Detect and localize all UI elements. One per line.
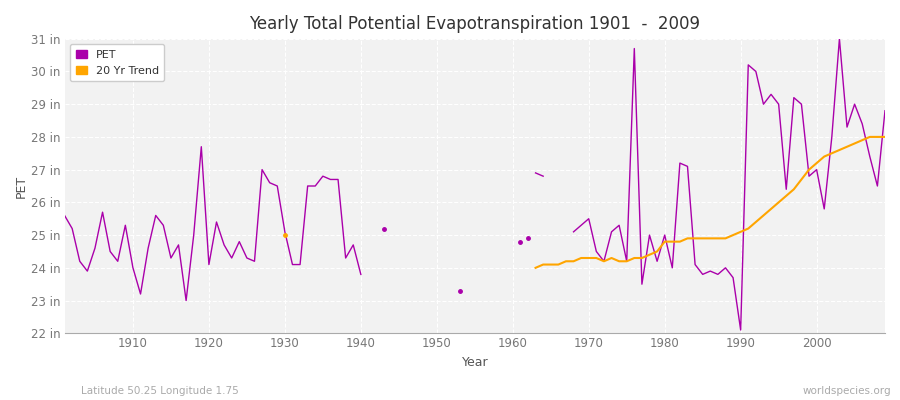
20 Yr Trend: [751, 220, 761, 224]
20 Yr Trend: [879, 134, 890, 139]
Text: worldspecies.org: worldspecies.org: [803, 386, 891, 396]
20 Yr Trend: [742, 226, 753, 231]
20 Yr Trend: [842, 144, 852, 149]
20 Yr Trend: [576, 256, 587, 260]
Line: 20 Yr Trend: 20 Yr Trend: [536, 137, 885, 268]
20 Yr Trend: [621, 259, 632, 264]
20 Yr Trend: [788, 187, 799, 192]
20 Yr Trend: [561, 259, 572, 264]
20 Yr Trend: [530, 266, 541, 270]
20 Yr Trend: [689, 236, 700, 241]
20 Yr Trend: [705, 236, 716, 241]
X-axis label: Year: Year: [462, 356, 488, 369]
20 Yr Trend: [682, 236, 693, 241]
20 Yr Trend: [758, 213, 769, 218]
Y-axis label: PET: PET: [15, 174, 28, 198]
20 Yr Trend: [826, 151, 837, 156]
Legend: PET, 20 Yr Trend: PET, 20 Yr Trend: [70, 44, 165, 81]
20 Yr Trend: [553, 262, 563, 267]
PET: [120, 223, 130, 228]
20 Yr Trend: [545, 262, 556, 267]
20 Yr Trend: [674, 239, 685, 244]
20 Yr Trend: [667, 239, 678, 244]
Text: Latitude 50.25 Longitude 1.75: Latitude 50.25 Longitude 1.75: [81, 386, 239, 396]
20 Yr Trend: [766, 206, 777, 211]
20 Yr Trend: [857, 138, 868, 142]
20 Yr Trend: [796, 177, 806, 182]
20 Yr Trend: [598, 259, 609, 264]
20 Yr Trend: [819, 154, 830, 159]
20 Yr Trend: [773, 200, 784, 205]
20 Yr Trend: [850, 141, 860, 146]
Title: Yearly Total Potential Evapotranspiration 1901  -  2009: Yearly Total Potential Evapotranspiratio…: [249, 15, 700, 33]
20 Yr Trend: [636, 256, 647, 260]
PET: [606, 230, 616, 234]
20 Yr Trend: [583, 256, 594, 260]
Line: PET: PET: [65, 39, 885, 330]
20 Yr Trend: [698, 236, 708, 241]
20 Yr Trend: [713, 236, 724, 241]
PET: [879, 108, 890, 113]
20 Yr Trend: [538, 262, 549, 267]
20 Yr Trend: [568, 259, 579, 264]
20 Yr Trend: [606, 256, 616, 260]
20 Yr Trend: [660, 239, 670, 244]
20 Yr Trend: [720, 236, 731, 241]
20 Yr Trend: [872, 134, 883, 139]
20 Yr Trend: [735, 230, 746, 234]
20 Yr Trend: [834, 148, 845, 152]
PET: [287, 262, 298, 267]
20 Yr Trend: [614, 259, 625, 264]
20 Yr Trend: [629, 256, 640, 260]
PET: [59, 213, 70, 218]
20 Yr Trend: [804, 167, 814, 172]
20 Yr Trend: [591, 256, 602, 260]
20 Yr Trend: [864, 134, 875, 139]
20 Yr Trend: [728, 233, 739, 238]
20 Yr Trend: [811, 161, 822, 166]
PET: [333, 177, 344, 182]
20 Yr Trend: [644, 252, 655, 257]
20 Yr Trend: [652, 249, 662, 254]
20 Yr Trend: [781, 194, 792, 198]
